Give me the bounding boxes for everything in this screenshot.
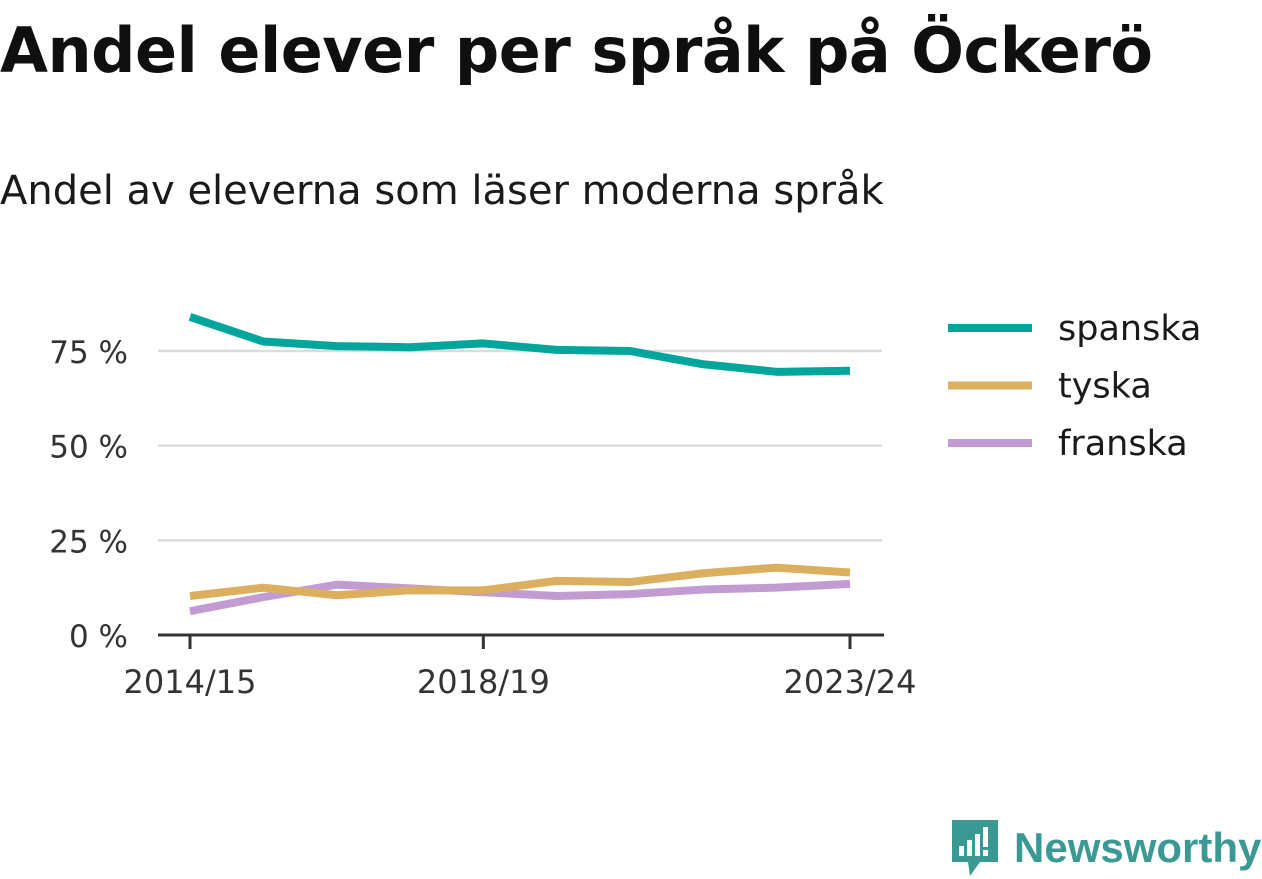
x-tick-label: 2014/15 <box>124 663 257 701</box>
x-tick-label: 2023/24 <box>784 663 917 701</box>
series-line-spanska <box>188 313 851 376</box>
y-tick-label: 25 % <box>49 524 128 560</box>
newsworthy-logo-icon <box>952 820 998 876</box>
y-tick-label: 50 % <box>49 430 128 466</box>
y-tick-label: 0 % <box>69 619 128 655</box>
y-tick-label: 75 % <box>49 335 128 371</box>
brand-logo: Newsworthy <box>950 818 1261 878</box>
brand-name: Newsworthy <box>1014 824 1262 871</box>
chart-subtitle: Andel av eleverna som läser moderna språ… <box>0 168 884 214</box>
chart-title: Andel elever per språk på Öckerö <box>0 14 1153 87</box>
legend-label-tyska: tyska <box>1058 367 1152 407</box>
legend-label-spanska: spanska <box>1058 309 1201 349</box>
series-line-tyska <box>189 563 851 600</box>
x-tick-label: 2018/19 <box>417 663 550 701</box>
legend-label-franska: franska <box>1058 424 1188 464</box>
